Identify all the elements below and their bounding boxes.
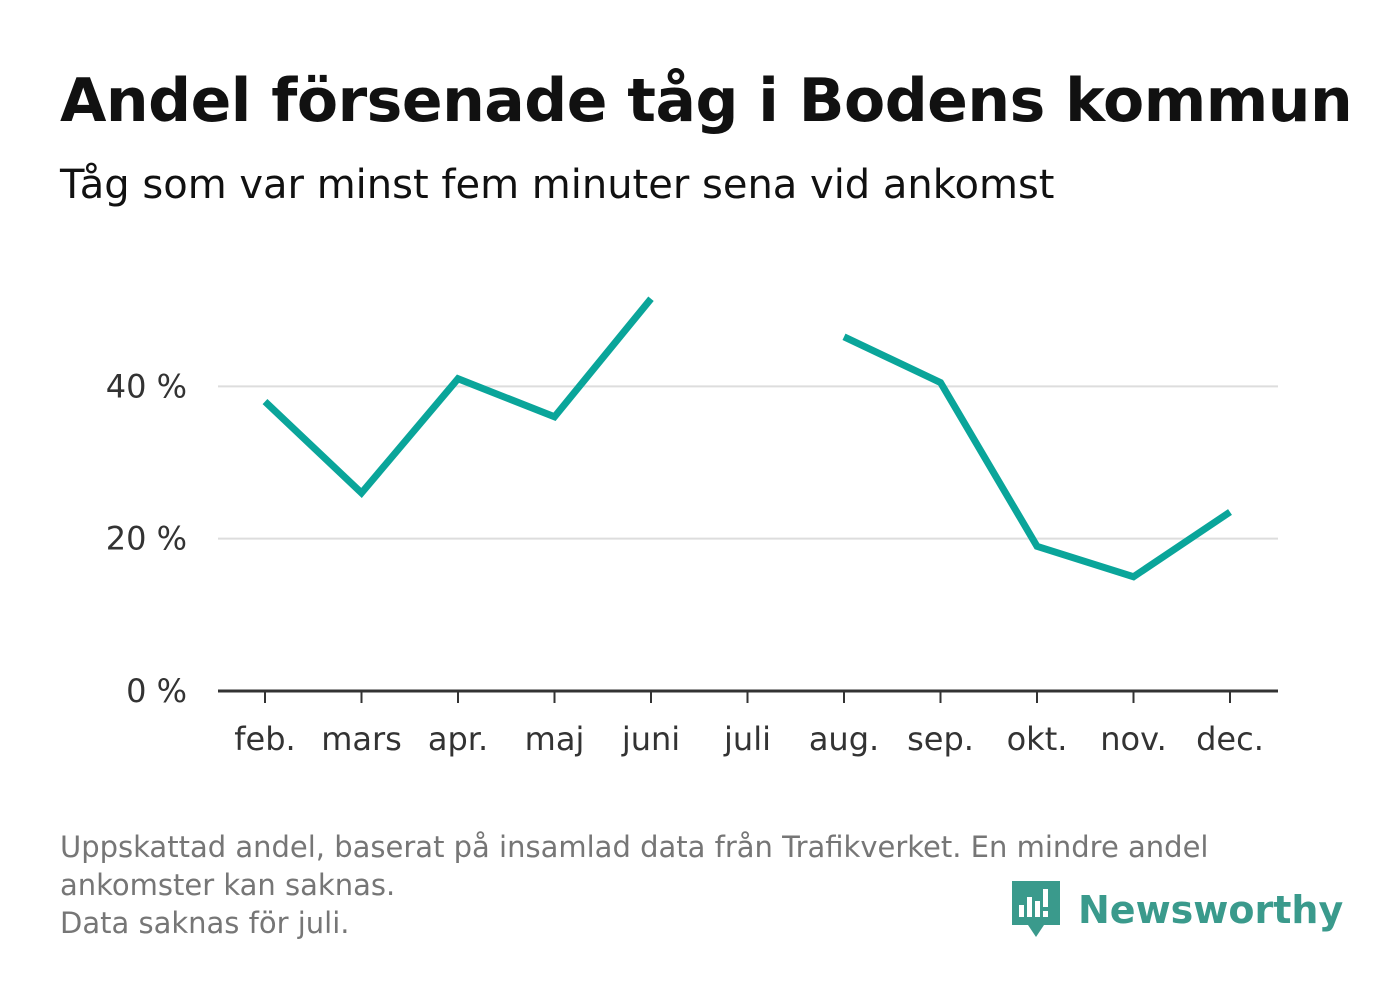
x-tick-label: maj — [525, 720, 585, 758]
x-tick-label: okt. — [1007, 720, 1068, 758]
x-tick-label: sep. — [907, 720, 974, 758]
x-tick-label: aug. — [809, 720, 879, 758]
brand-name: Newsworthy — [1078, 888, 1344, 932]
footnote: Uppskattad andel, baserat på insamlad da… — [60, 828, 1320, 942]
x-tick-label: mars — [321, 720, 402, 758]
newsworthy-logo: Newsworthy — [1010, 878, 1343, 942]
chart-title: Andel försenade tåg i Bodens kommun — [60, 66, 1353, 136]
series-line-segment — [262, 296, 654, 499]
bar-chart-speech-bubble-icon — [1012, 881, 1060, 937]
series-line-segment — [842, 333, 1232, 581]
footnote-line: Data saknas för juli. — [60, 906, 350, 940]
y-tick-label: 20 % — [106, 520, 187, 558]
x-tick-label: apr. — [428, 720, 488, 758]
footnote-line: Uppskattad andel, baserat på insamlad da… — [60, 830, 1209, 864]
chart-subtitle: Tåg som var minst fem minuter sena vid a… — [60, 162, 1055, 208]
y-tick-label: 40 % — [106, 367, 187, 405]
x-tick-label: dec. — [1196, 720, 1264, 758]
x-tick-label: juni — [621, 720, 680, 758]
x-tick-label: feb. — [234, 720, 295, 758]
x-tick-label: nov. — [1100, 720, 1166, 758]
footnote-line: ankomster kan saknas. — [60, 868, 396, 902]
x-tick-label: juli — [723, 720, 771, 758]
y-tick-label: 0 % — [126, 672, 187, 710]
